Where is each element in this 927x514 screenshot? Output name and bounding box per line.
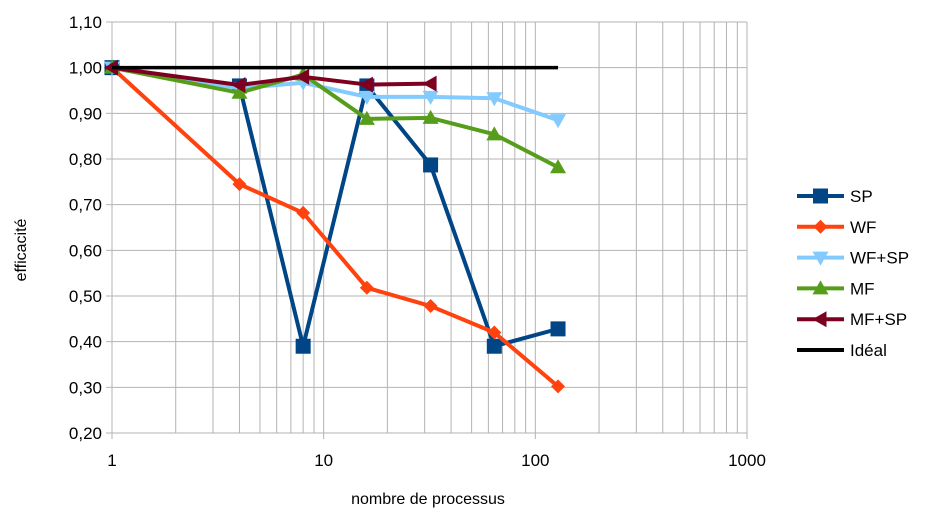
data-point-sp <box>295 338 311 354</box>
y-tick-label: 0,30 <box>69 378 102 397</box>
axes <box>106 21 748 439</box>
data-point-mf-sp <box>422 75 437 92</box>
data-point-mf-sp <box>231 77 246 94</box>
series-mf-sp <box>104 59 437 94</box>
legend-marker <box>813 219 828 234</box>
legend-item-wf-sp: WF+SP <box>797 249 909 268</box>
x-tick-label: 1000 <box>728 451 766 470</box>
legend-label: WF+SP <box>850 249 909 268</box>
legend-item-mf-sp: MF+SP <box>797 310 907 329</box>
series-line-sp <box>111 65 559 349</box>
x-tick-label: 1 <box>107 451 116 470</box>
legend-item-id-al: Idéal <box>797 341 887 360</box>
y-tick-label: 0,70 <box>69 196 102 215</box>
series-group <box>104 59 567 394</box>
data-point-wf-sp <box>486 92 503 107</box>
data-point-wf <box>296 205 311 220</box>
legend-marker <box>812 280 829 295</box>
data-point-mf-sp <box>358 76 373 93</box>
legend-item-mf: MF <box>797 279 875 298</box>
data-point-sp <box>423 157 439 173</box>
data-point-sp <box>486 338 502 354</box>
x-axis-label: nombre de processus <box>351 491 505 508</box>
legend-marker <box>813 188 828 204</box>
legend-label: WF <box>850 218 876 237</box>
data-point-wf <box>487 325 502 340</box>
data-point-mf <box>358 110 375 125</box>
legend-label: MF+SP <box>850 310 907 329</box>
series-sp <box>104 60 566 354</box>
y-tick-label: 0,80 <box>69 150 102 169</box>
legend-item-sp: SP <box>797 187 873 206</box>
data-point-wf-sp <box>358 90 375 105</box>
legend-label: MF <box>850 279 875 298</box>
legend-item-wf: WF <box>797 218 876 237</box>
legend-label: SP <box>850 187 873 206</box>
data-point-wf-sp <box>550 114 567 129</box>
x-tick-label: 100 <box>521 451 549 470</box>
data-point-mf <box>550 159 567 174</box>
tick-labels: 0,20 0,30 0,40 0,50 0,60 0,70 0,80 0,90 1,00 1,10… <box>69 13 766 470</box>
data-point-wf <box>423 299 438 314</box>
data-point-wf <box>232 177 247 192</box>
data-point-mf-sp <box>295 68 310 85</box>
y-tick-label: 0,50 <box>69 287 102 306</box>
data-point-wf <box>359 280 374 295</box>
data-point-wf-sp <box>422 90 439 105</box>
y-tick-label: 1,10 <box>69 13 102 32</box>
data-point-mf-sp <box>104 59 118 76</box>
y-tick-label: 0,20 <box>69 424 102 443</box>
legend: SP WF WF+SP MF MF+SP Idéal <box>797 187 909 360</box>
data-point-mf <box>422 109 439 124</box>
data-point-sp <box>550 321 566 337</box>
data-point-wf <box>551 379 566 394</box>
y-tick-label: 0,60 <box>69 241 102 260</box>
y-tick-label: 0,40 <box>69 333 102 352</box>
y-tick-label: 1,00 <box>69 59 102 78</box>
y-axis-label: efficacité <box>13 218 30 281</box>
x-tick-label: 10 <box>314 451 333 470</box>
y-tick-label: 0,90 <box>69 104 102 123</box>
legend-marker <box>812 311 827 328</box>
data-point-mf <box>486 126 503 141</box>
legend-label: Idéal <box>850 341 887 360</box>
grid <box>111 21 748 434</box>
data-point-mf <box>231 84 248 99</box>
legend-marker <box>812 251 829 266</box>
